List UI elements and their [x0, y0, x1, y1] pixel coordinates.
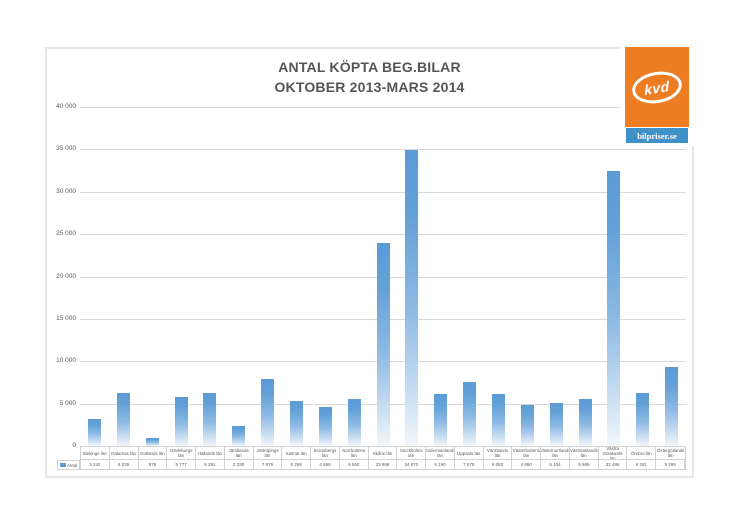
bar-v-sternorrlands-l-n — [549, 402, 563, 446]
value-cell: 6 083 — [484, 460, 513, 469]
category-label: Kronobergs län — [311, 447, 340, 460]
category-label: Jönköpings län — [253, 447, 283, 460]
bar-sk-ne-l-n — [376, 242, 390, 446]
value-cell: 978 — [139, 460, 168, 469]
bar-blekinge-l-n — [87, 418, 101, 446]
bar-dalarnas-l-n — [116, 393, 130, 446]
y-axis-tick-label: 20 000 — [56, 272, 76, 280]
bar-norrbottens-l-n — [347, 398, 361, 446]
kvd-logo: kvd — [625, 47, 689, 127]
category-label: Gotlands län — [138, 447, 168, 460]
y-axis-tick-label: 5 000 — [59, 399, 76, 407]
category-label: Skåne län — [368, 447, 398, 460]
category-label: Västra Götalands län — [598, 447, 628, 460]
category-label: Gävleborgs län — [167, 447, 197, 460]
gridline — [80, 149, 686, 151]
bilpriser-label: bilpriser.se — [637, 130, 677, 141]
value-cell: 6 291 — [196, 460, 225, 469]
gridline — [80, 234, 686, 236]
category-label: Örebro län — [627, 447, 657, 460]
category-label: Norrbottens län — [339, 447, 369, 460]
series-legend-label: Antal — [66, 462, 78, 468]
value-cell: 4 880 — [512, 460, 542, 469]
legend-key-cell: Antal — [57, 460, 80, 470]
value-cell: 6 235 — [110, 460, 139, 469]
value-cell: 23 958 — [369, 460, 398, 469]
bar-v-stra-g-talands-l-n — [607, 170, 621, 446]
bar-hallands-l-n — [203, 392, 217, 446]
bar-v-stmanlands-l-n — [578, 398, 592, 446]
bar-stockholms-l-n — [405, 150, 419, 446]
value-cell: 5 258 — [282, 460, 312, 469]
chart-frame: ANTAL KÖPTA BEG.BILAR OKTOBER 2013-MARS … — [45, 46, 696, 478]
value-cell: 5 550 — [340, 460, 369, 469]
category-label: Jämtlands län — [224, 447, 254, 460]
category-label: Östergötlands län — [656, 448, 685, 460]
value-cell: 5 777 — [167, 460, 197, 469]
value-cell: 4 659 — [311, 460, 340, 469]
chart-title-line1: ANTAL KÖPTA BEG.BILAR — [278, 59, 461, 75]
category-label: Södermanlands län — [426, 447, 455, 460]
value-cell: 5 585 — [570, 460, 599, 469]
kvd-oval-icon: kvd — [629, 67, 685, 107]
chart-title-line2: OKTOBER 2013-MARS 2014 — [274, 79, 465, 95]
bilpriser-banner: bilpriser.se — [626, 128, 688, 143]
bar--sterg-tlands-l-n — [665, 367, 679, 446]
bar-j-mtlands-l-n — [232, 426, 246, 446]
value-cell: 32 495 — [599, 460, 628, 469]
y-axis-tick-label: 25 000 — [56, 230, 76, 238]
y-axis-tick-label: 15 000 — [56, 314, 76, 322]
logo-block: kvd bilpriser.se — [620, 46, 696, 146]
bar-gotlands-l-n — [145, 437, 159, 446]
gridline — [80, 107, 686, 108]
y-axis-tick-label: 30 000 — [56, 187, 76, 195]
bar-j-nk-pings-l-n — [261, 379, 275, 446]
y-axis-tick-label: 35 000 — [56, 145, 76, 153]
bar-uppsala-l-n — [463, 381, 477, 446]
bar-kalmar-l-n — [289, 401, 303, 446]
bar-kronobergs-l-n — [318, 406, 332, 446]
kvd-logo-text: kvd — [643, 76, 671, 98]
category-label: Hallands län — [196, 447, 225, 460]
value-cell: 7 570 — [455, 460, 484, 469]
bar-v-rmlands-l-n — [491, 394, 505, 446]
bar-v-sterbottens-l-n — [520, 404, 534, 446]
value-cell: 2 330 — [225, 460, 254, 469]
category-label: Västernorrlands län — [541, 447, 570, 460]
value-cell: 7 875 — [254, 460, 283, 469]
series-color-swatch-icon — [59, 463, 66, 467]
value-cell: 3 242 — [81, 460, 110, 469]
y-axis-tick-label: 10 000 — [56, 357, 76, 365]
category-label: Kalmar län — [282, 447, 312, 460]
plot-area: 40 000 35 000 30 000 25 000 20 000 15 000 10 0… — [56, 103, 686, 449]
category-label: Uppsala län — [454, 447, 484, 460]
category-label: Västmanlands län — [569, 447, 599, 460]
y-axis-tick-label: 0 — [72, 442, 76, 449]
value-cell: 9 299 — [656, 460, 685, 469]
value-cell: 5 104 — [541, 460, 570, 469]
category-label: Värmlands län — [483, 447, 513, 460]
value-cell: 34 870 — [397, 460, 427, 469]
category-label: Stockholms län — [397, 447, 427, 460]
gridline — [80, 191, 686, 193]
value-cell: 6 190 — [426, 460, 455, 469]
category-label: Blekinge län — [81, 447, 110, 460]
category-label: Västerbottens län — [512, 447, 542, 460]
chart-title: ANTAL KÖPTA BEG.BILAR OKTOBER 2013-MARS … — [47, 57, 692, 97]
bar-s-dermanlands-l-n — [434, 393, 448, 446]
value-cell: 6 281 — [627, 460, 657, 469]
bar-g-vleborgs-l-n — [174, 397, 188, 446]
bar--rebro-l-n — [636, 392, 650, 446]
category-label: Dalarnas län — [109, 447, 139, 460]
y-axis-tick-label: 40 000 — [56, 103, 76, 110]
data-table: Blekinge län Dalarnas län Gotlands län Gävl… — [80, 446, 686, 470]
